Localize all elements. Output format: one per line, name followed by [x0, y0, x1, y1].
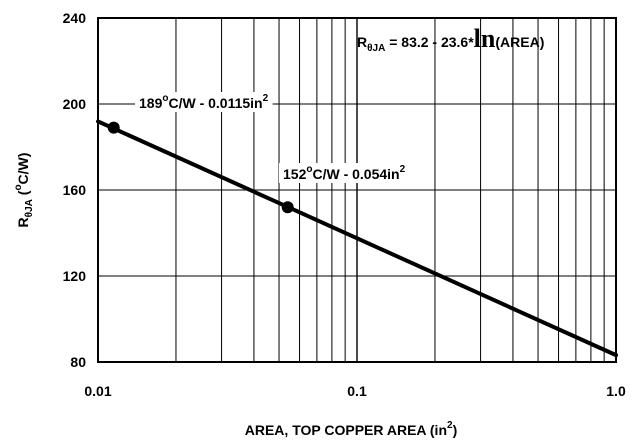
- tick-labels: 0.01 0.1 1.0 80 120 160 200 240: [63, 10, 626, 399]
- point-annotation: 152oC/W - 0.054in2: [283, 164, 406, 182]
- x-axis-title-tail: ): [453, 422, 458, 438]
- equation-mid: = 83.2 - 23.6*: [385, 34, 474, 50]
- annotation-degree: o: [162, 93, 168, 104]
- equation-subscript: θJA: [367, 43, 385, 54]
- annotation-value: 189: [139, 95, 163, 111]
- grid-lines: [98, 18, 616, 362]
- x-tick-label: 1.0: [606, 383, 626, 399]
- x-axis-title-main: AREA, TOP COPPER AREA (in: [245, 422, 447, 438]
- annotation-text: C/W - 0.054in: [312, 166, 399, 182]
- annotation-background: [135, 92, 273, 112]
- annotation-background: [279, 163, 410, 183]
- y-axis-title-sup: o: [13, 184, 24, 190]
- y-axis-title: RθJA (oC/W): [13, 153, 35, 228]
- annotation-degree: o: [306, 164, 312, 175]
- y-tick-label: 120: [63, 268, 87, 284]
- series-layer: [96, 119, 618, 358]
- point-annotations: 189oC/W - 0.0115in2 152oC/W - 0.054in2: [135, 92, 410, 183]
- y-tick-label: 200: [63, 96, 87, 112]
- y-tick-label: 160: [63, 182, 87, 198]
- annotation-text: C/W - 0.0115in: [168, 95, 262, 111]
- x-axis-title-sup: 2: [447, 420, 453, 431]
- equation-r: R: [357, 34, 367, 50]
- y-axis-title-r: R: [15, 217, 31, 227]
- series-line: [96, 119, 618, 358]
- point-annotation: 189oC/W - 0.0115in2: [139, 93, 269, 111]
- x-tick-label: 0.01: [84, 383, 111, 399]
- data-point-marker: [107, 121, 120, 134]
- annotation-squared: 2: [400, 164, 406, 175]
- y-axis-title-rest: C/W): [15, 153, 31, 185]
- y-axis-title-sub: θJA: [24, 199, 35, 217]
- equation-label: RθJA = 83.2 - 23.6*ln(AREA): [357, 24, 544, 54]
- data-point-marker: [281, 201, 294, 214]
- annotation-value: 152: [283, 166, 307, 182]
- plot-frame: [97, 17, 617, 363]
- y-tick-label: 80: [70, 354, 86, 370]
- equation-ln: ln: [474, 24, 496, 53]
- x-axis-title: AREA, TOP COPPER AREA (in2): [245, 420, 457, 438]
- annotation-squared: 2: [263, 93, 269, 104]
- y-axis-title-open: (: [15, 190, 31, 199]
- equation-tail: (AREA): [495, 34, 544, 50]
- x-tick-label: 0.1: [347, 383, 367, 399]
- y-tick-label: 240: [63, 10, 87, 26]
